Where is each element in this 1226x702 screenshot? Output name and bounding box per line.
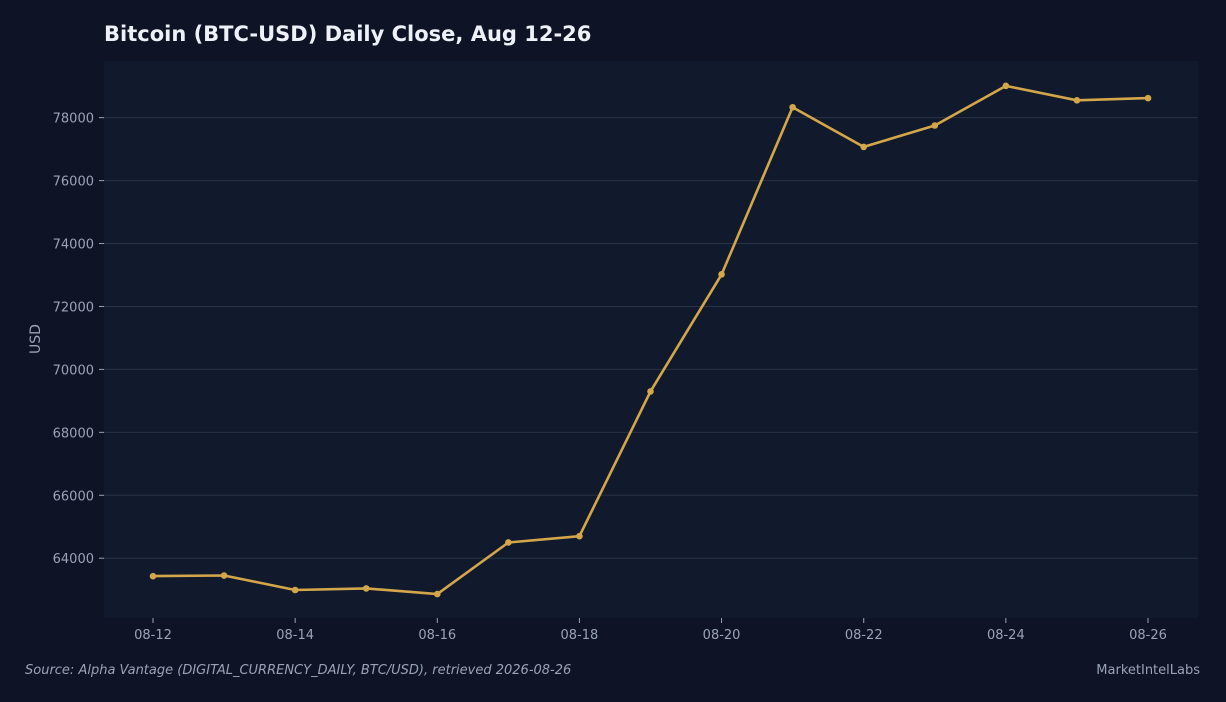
x-tick-label: 08-26 [1129, 628, 1167, 643]
data-point [931, 122, 939, 129]
y-tick-label: 70000 [53, 363, 94, 378]
y-tick-label: 74000 [53, 238, 94, 253]
x-tick-label: 08-22 [845, 628, 883, 643]
plot-area [104, 61, 1198, 618]
series-btc-close [149, 82, 1152, 598]
data-point [1073, 97, 1081, 104]
data-point [291, 586, 299, 594]
gridlines [104, 117, 1198, 559]
y-axis-label: USD [28, 324, 44, 354]
x-axis-ticks: 08-12 08-14 08-16 08-18 08-20 08-22 08-24 08-26 [134, 618, 1167, 643]
y-tick-label: 76000 [53, 175, 94, 190]
data-point [1002, 82, 1010, 90]
brand-label: MarketIntelLabs [1096, 663, 1200, 678]
data-point [1144, 94, 1152, 102]
data-point [718, 271, 725, 278]
y-tick-label: 72000 [53, 300, 94, 315]
data-point [505, 539, 512, 546]
y-tick-label: 78000 [53, 112, 94, 127]
chart-title: Bitcoin (BTC-USD) Daily Close, Aug 12-26 [104, 22, 591, 46]
data-point [149, 572, 157, 580]
y-axis-ticks: 64000 66000 68000 70000 72000 74000 76000 78000 [53, 112, 104, 567]
data-point [433, 590, 441, 598]
x-tick-label: 08-16 [418, 628, 456, 643]
data-point [860, 143, 868, 151]
x-tick-label: 08-24 [987, 628, 1025, 643]
y-tick-label: 68000 [53, 426, 94, 441]
data-point [576, 532, 583, 540]
data-point [220, 572, 228, 579]
data-point [362, 585, 370, 592]
data-point [789, 103, 796, 111]
x-tick-label: 08-12 [134, 628, 172, 643]
data-point [647, 388, 654, 395]
x-tick-label: 08-20 [703, 628, 741, 643]
y-tick-label: 64000 [53, 552, 94, 567]
y-tick-label: 66000 [53, 489, 94, 504]
source-note: Source: Alpha Vantage (DIGITAL_CURRENCY_… [25, 663, 571, 678]
x-tick-label: 08-18 [561, 628, 599, 643]
x-tick-label: 08-14 [276, 628, 314, 643]
